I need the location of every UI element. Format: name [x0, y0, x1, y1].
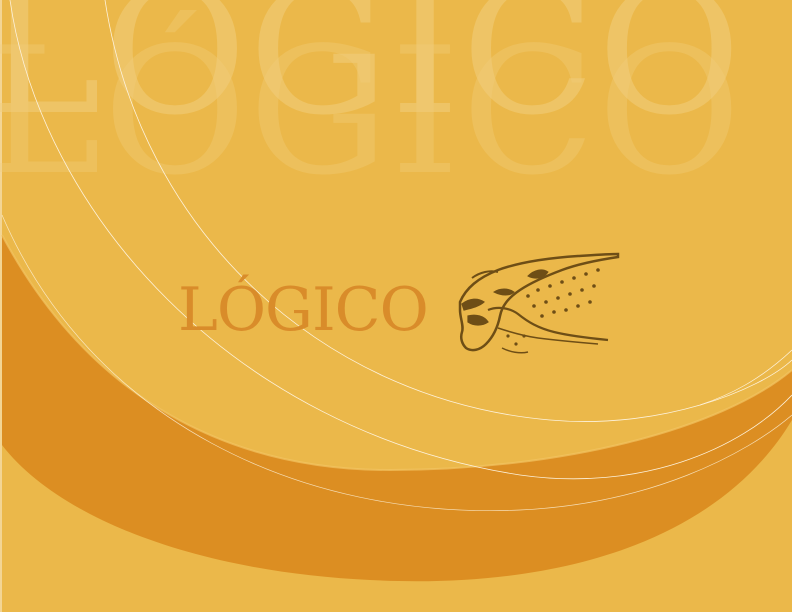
arc-line-lower — [1, 214, 792, 512]
logo-wordmark: LÓGICO — [178, 275, 429, 345]
cheetah-head-icon — [458, 252, 620, 354]
swoosh-highlight — [1, 234, 792, 472]
arc-line-right — [699, 349, 792, 406]
left-edge-strip — [0, 0, 2, 612]
arc-line-outer — [9, 0, 792, 480]
watermark-text-lower: LÓGICO — [0, 11, 743, 214]
arc-line-middle — [104, 0, 792, 422]
orange-swoosh — [2, 235, 792, 582]
watermark-text-top: LÓGICO — [0, 0, 743, 154]
